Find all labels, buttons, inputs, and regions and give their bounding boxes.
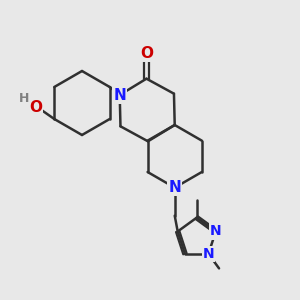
Text: O: O	[140, 46, 153, 61]
Text: N: N	[168, 180, 181, 195]
Text: H: H	[19, 92, 29, 106]
Text: N: N	[210, 224, 221, 239]
Text: O: O	[29, 100, 42, 115]
Text: N: N	[113, 88, 126, 103]
Text: N: N	[203, 247, 214, 261]
